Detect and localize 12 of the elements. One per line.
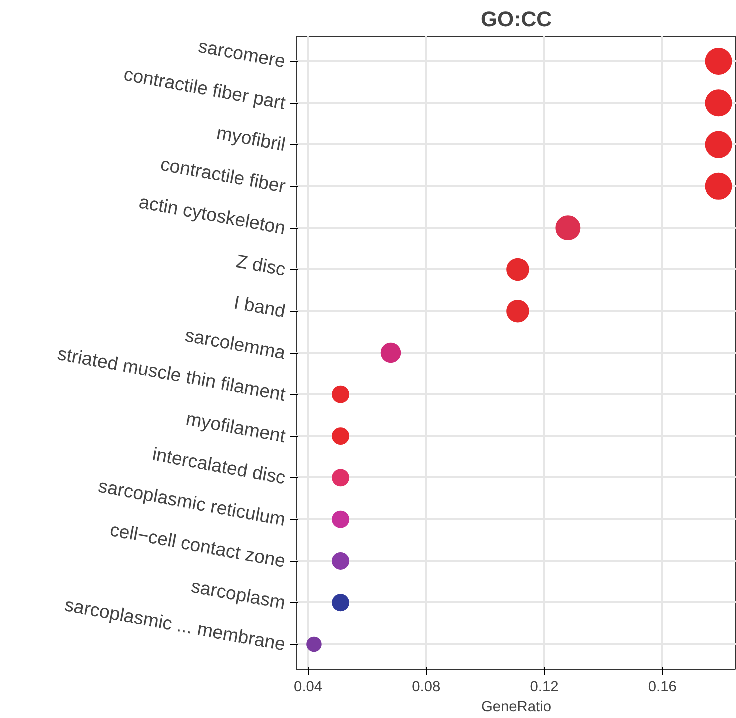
chart-title: GO:CC xyxy=(480,8,552,32)
y-tick-label: sarcolemma xyxy=(184,324,288,364)
x-tick-label: 0.08 xyxy=(412,680,441,696)
x-tick-label: 0.04 xyxy=(294,680,323,696)
x-tick-label: 0.16 xyxy=(648,680,677,696)
y-tick-label: Z disc xyxy=(234,250,288,280)
y-tick-label: myofibril xyxy=(215,122,288,156)
x-tick-label: 0.12 xyxy=(530,680,559,696)
y-tick-label: sarcoplasm xyxy=(190,575,288,614)
y-tick-label: I band xyxy=(232,292,288,322)
x-axis-title: GeneRatio xyxy=(481,700,552,716)
y-tick-label: sarcomere xyxy=(196,35,288,72)
